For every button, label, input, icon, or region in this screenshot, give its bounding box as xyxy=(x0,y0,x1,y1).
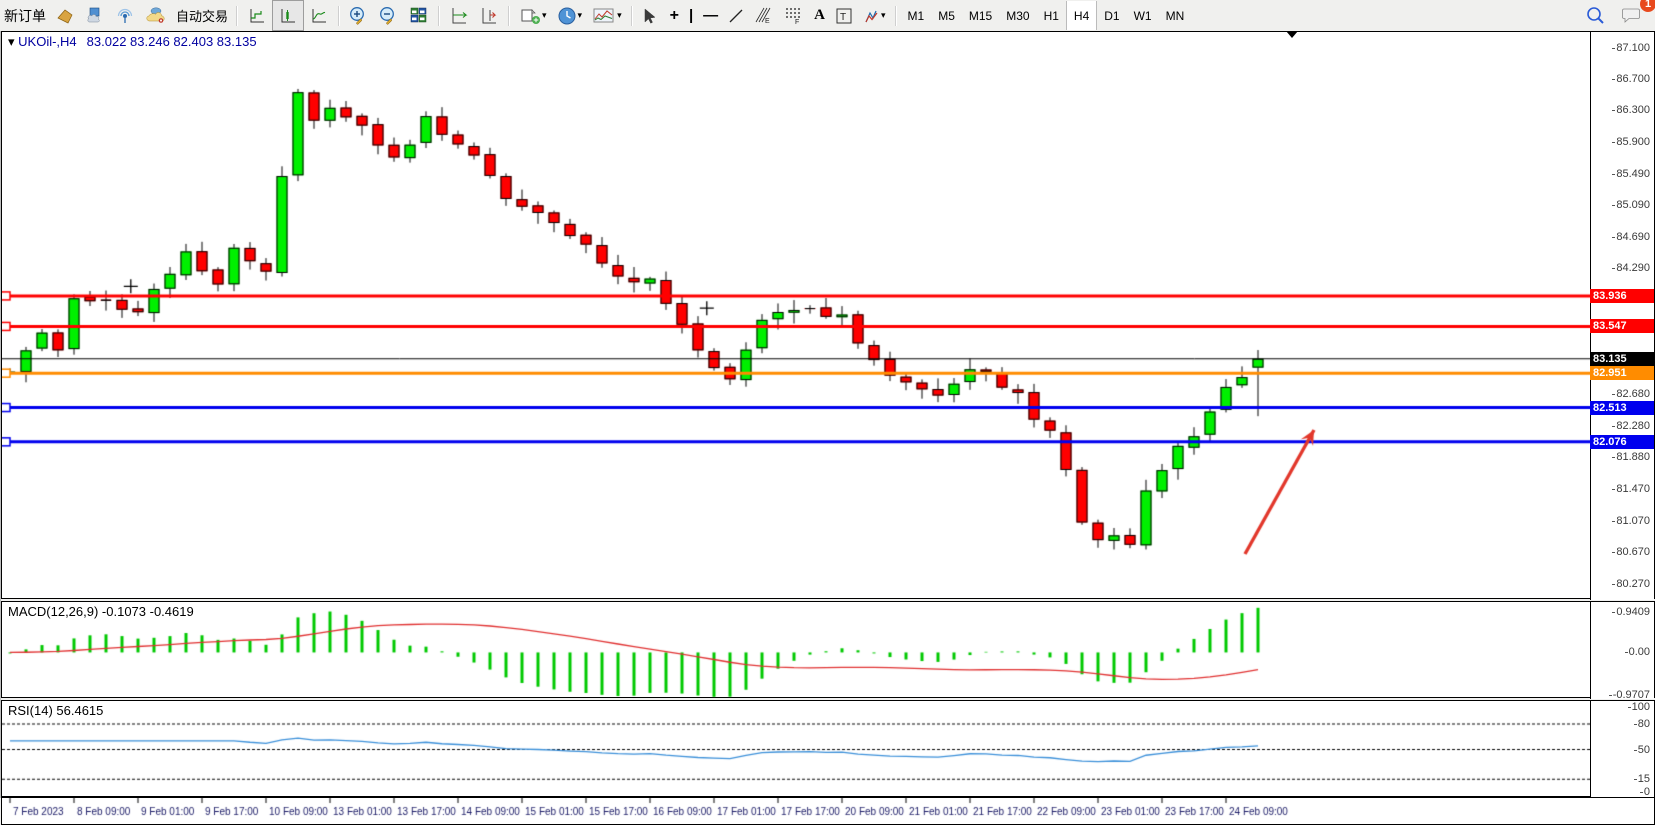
svg-text:F: F xyxy=(795,19,799,26)
svg-text:T: T xyxy=(840,12,846,23)
svg-text:E: E xyxy=(765,18,770,25)
